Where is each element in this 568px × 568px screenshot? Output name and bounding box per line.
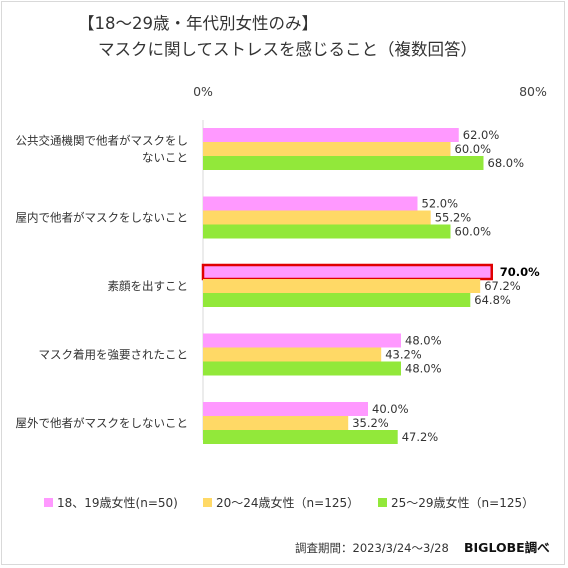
plot-area: 0% 80%公共交通機関で他者がマスクをしないこと62.0%60.0%68.0%屋… <box>16 84 547 444</box>
bar <box>203 402 368 416</box>
data-label: 55.2% <box>435 211 472 225</box>
legend-label: 25～29歳女性（n=125） <box>391 495 534 510</box>
data-label: 52.0% <box>422 197 459 211</box>
legend: 18、19歳女性(n=50) 20～24歳女性（n=125） 25～29歳女性（n=… <box>44 495 534 510</box>
bar <box>203 361 401 376</box>
bar <box>203 293 471 307</box>
data-label: 47.2% <box>402 430 439 444</box>
category-label: 屋外で他者がマスクをしないこと <box>16 416 189 430</box>
data-label: 62.0% <box>463 128 500 142</box>
category-label: 素顔を出すこと <box>108 279 189 293</box>
bar <box>203 196 418 211</box>
data-label: 35.2% <box>352 416 389 430</box>
data-label: 40.0% <box>372 402 409 416</box>
legend-label: 20～24歳女性（n=125） <box>216 495 359 510</box>
legend-swatch <box>203 498 212 507</box>
bar <box>203 224 451 239</box>
x-tick-label: 0% <box>193 84 213 99</box>
data-label: 67.2% <box>484 279 521 293</box>
bar <box>201 263 493 281</box>
category-label: 公共交通機関で他者がマスクをし <box>16 134 189 148</box>
bar <box>203 279 481 293</box>
bar <box>203 347 382 362</box>
data-label: 68.0% <box>488 156 525 170</box>
category-label: 屋内で他者がマスクをしないこと <box>16 211 189 225</box>
survey-period: 調査期間：2023/3/24～3/28 <box>295 541 449 555</box>
source-brand: BIGLOBE調べ <box>464 540 550 555</box>
data-label: 60.0% <box>455 225 492 239</box>
chart-title-line1: 【18～29歳・年代別女性のみ】 <box>78 14 318 33</box>
bar <box>203 416 349 430</box>
legend-label: 18、19歳女性(n=50) <box>57 495 178 510</box>
legend-swatch <box>44 498 53 507</box>
bar <box>203 128 459 142</box>
bar <box>203 333 401 348</box>
data-label: 64.8% <box>474 293 511 307</box>
category-label: マスク着用を強要されたこと <box>39 348 189 362</box>
legend-swatch <box>378 498 387 507</box>
data-label: 70.0% <box>500 265 540 279</box>
bar <box>203 210 431 225</box>
chart-title-line2: マスクに関してストレスを感じること（複数回答） <box>98 40 477 59</box>
bar <box>203 430 398 444</box>
data-label: 60.0% <box>455 142 492 156</box>
category-label: ないこと <box>142 151 188 165</box>
data-label: 48.0% <box>405 362 442 376</box>
data-label: 43.2% <box>385 348 422 362</box>
x-tick-label: 80% <box>519 84 547 99</box>
bar <box>203 156 484 170</box>
bar <box>203 142 451 156</box>
data-label: 48.0% <box>405 334 442 348</box>
